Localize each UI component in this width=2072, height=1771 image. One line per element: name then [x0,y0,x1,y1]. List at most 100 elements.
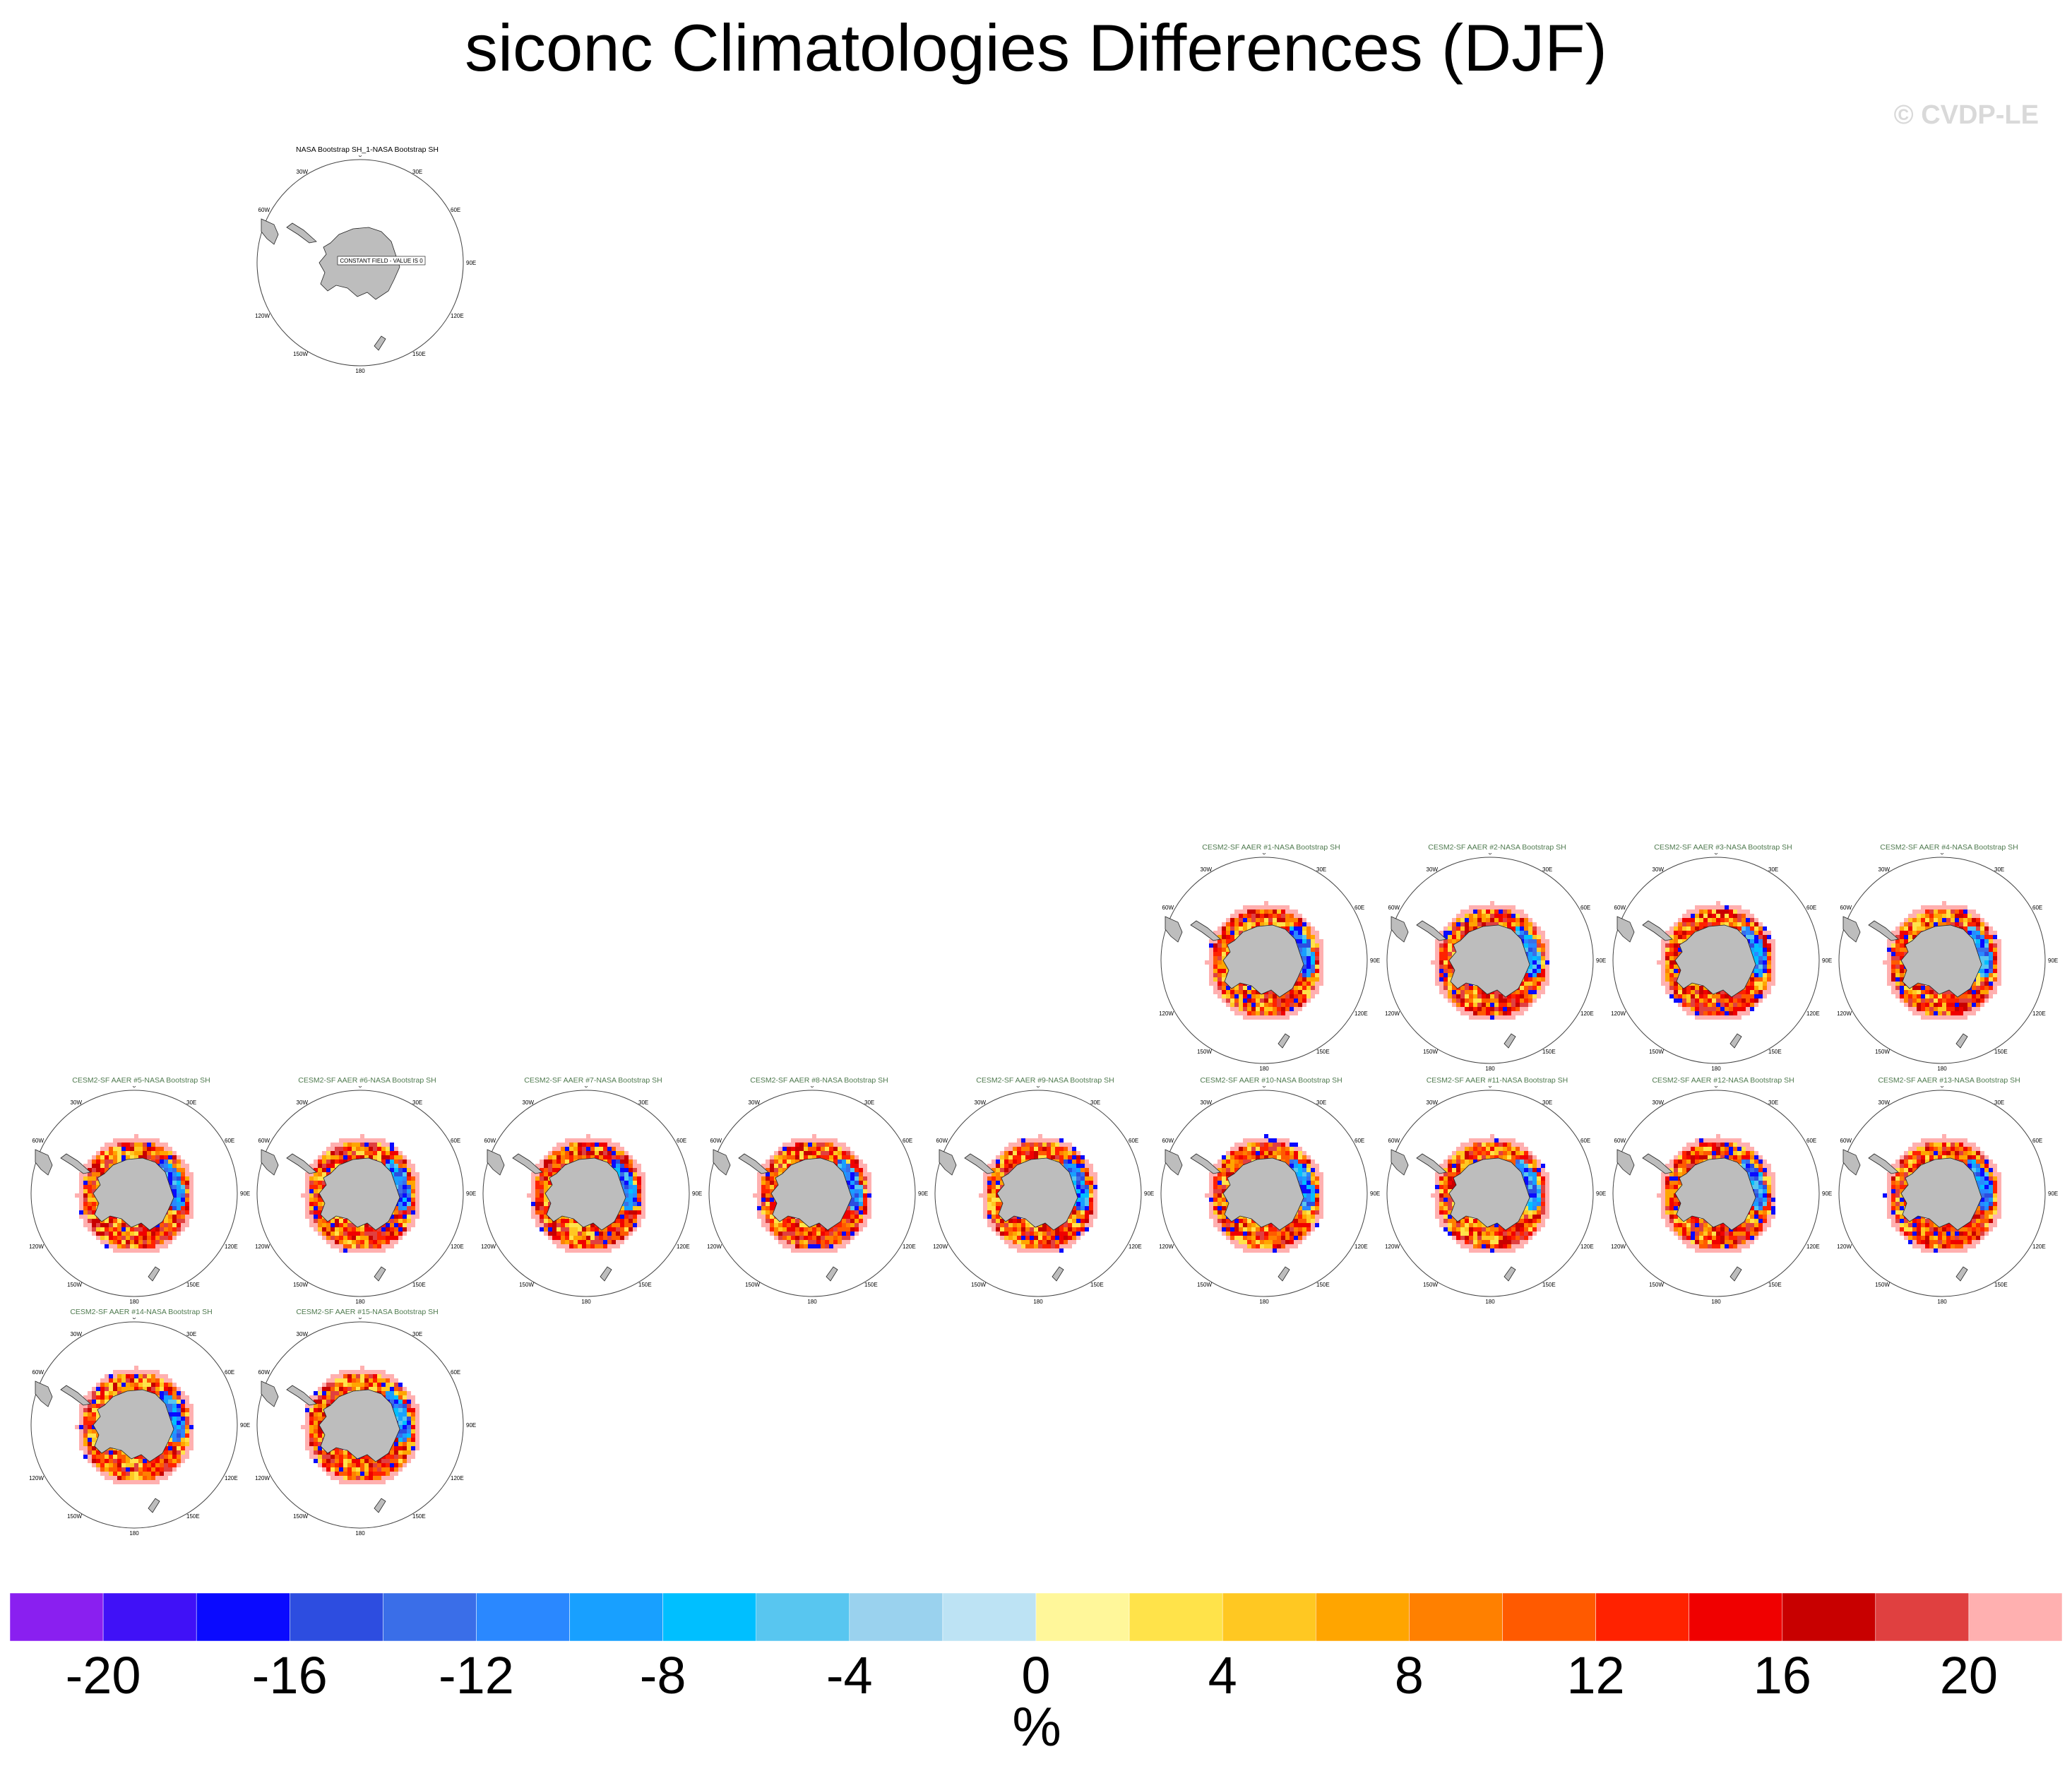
field-cell [100,1159,105,1164]
field-cell [1076,1164,1080,1168]
field-cell [1972,986,1976,990]
field-cell [343,1147,347,1151]
field-cell [92,1210,96,1215]
field-cell [1448,926,1452,931]
field-cell [1226,922,1230,926]
field-cell [1963,926,1967,931]
field-cell [335,1219,339,1223]
field-cell [398,1215,403,1219]
field-cell [117,1223,121,1227]
field-cell [590,1155,595,1159]
field-cell [607,1232,612,1236]
field-cell [578,1223,582,1227]
field-cell [360,1232,364,1236]
field-cell [143,1155,147,1159]
field-cell [1000,1159,1004,1164]
field-cell [1213,1172,1217,1176]
field-cell [1213,1185,1217,1189]
field-cell [1955,905,1959,910]
field-cell [1085,1159,1089,1164]
field-cell [766,1223,770,1227]
field-cell [134,1147,138,1151]
field-cell [1311,931,1315,935]
field-cell [863,1193,867,1198]
field-cell [1494,918,1499,922]
field-cell [1247,1015,1251,1020]
field-cell [846,1176,850,1181]
field-cell [390,1215,394,1219]
field-cell [1900,943,1904,948]
field-cell [1306,998,1311,1003]
field-cell [1494,1143,1499,1147]
field-cell [331,1151,335,1155]
field-cell [867,1206,871,1210]
field-cell [134,1227,138,1232]
field-cell [573,1138,578,1143]
field-cell [859,1176,863,1181]
field-cell [415,1185,419,1189]
field-cell [578,1227,582,1232]
field-cell [1443,956,1448,960]
field-cell [1473,922,1477,926]
field-cell [552,1168,556,1172]
field-cell [795,1227,799,1232]
field-cell [390,1240,394,1244]
field-cell [850,1198,855,1202]
field-cell [1000,1202,1004,1206]
field-cell [407,1172,411,1176]
field-cell [343,1138,347,1143]
field-cell [1537,935,1541,939]
field-cell [109,1164,113,1168]
field-cell [1294,982,1298,986]
field-cell [339,1232,343,1236]
field-cell [1520,935,1524,939]
field-cell [1507,905,1511,910]
field-cell [415,1202,419,1206]
field-cell [185,1210,189,1215]
field-cell [143,1151,147,1155]
field-cell [1311,986,1315,990]
field-cell [105,1159,109,1164]
field-cell [612,1223,616,1227]
field-cell [1059,1138,1064,1143]
field-cell [778,1159,782,1164]
field-cell [1311,935,1315,939]
field-cell [1980,960,1984,965]
field-cell [1516,926,1520,931]
field-cell [177,1215,181,1219]
polar-map: 018090W90E30W60W30E60E120W150W120E150E [706,1086,928,1305]
field-cell [1306,1193,1311,1198]
field-cell [582,1151,586,1155]
field-cell [356,1147,360,1151]
field-cell [1059,1248,1064,1253]
field-cell [1319,1210,1323,1215]
field-cell [352,1232,356,1236]
field-cell [629,1189,633,1193]
field-cell [1243,1143,1247,1147]
field-cell [1980,986,1984,990]
field-cell [113,1223,117,1227]
field-cell [126,1244,130,1248]
field-cell [1209,1215,1213,1219]
field-cell [1524,922,1528,926]
field-cell [842,1227,846,1232]
field-cell [1750,926,1754,931]
field-cell [1989,956,1993,960]
field-cell [1234,922,1239,926]
field-cell [394,1164,398,1168]
field-cell [1912,935,1917,939]
field-cell [1716,998,1720,1003]
field-cell [1682,918,1686,922]
field-cell [1273,1138,1277,1143]
field-cell [761,1185,766,1189]
field-cell [1209,1198,1213,1202]
field-cell [1720,1015,1725,1020]
field-cell [1234,1007,1239,1011]
field-cell [1929,905,1934,910]
lon-label: 30E [1994,866,2004,873]
field-cell [552,1155,556,1159]
field-cell [403,1159,407,1164]
field-cell [838,1236,842,1240]
field-cell [185,1176,189,1181]
field-cell [1311,1181,1315,1185]
